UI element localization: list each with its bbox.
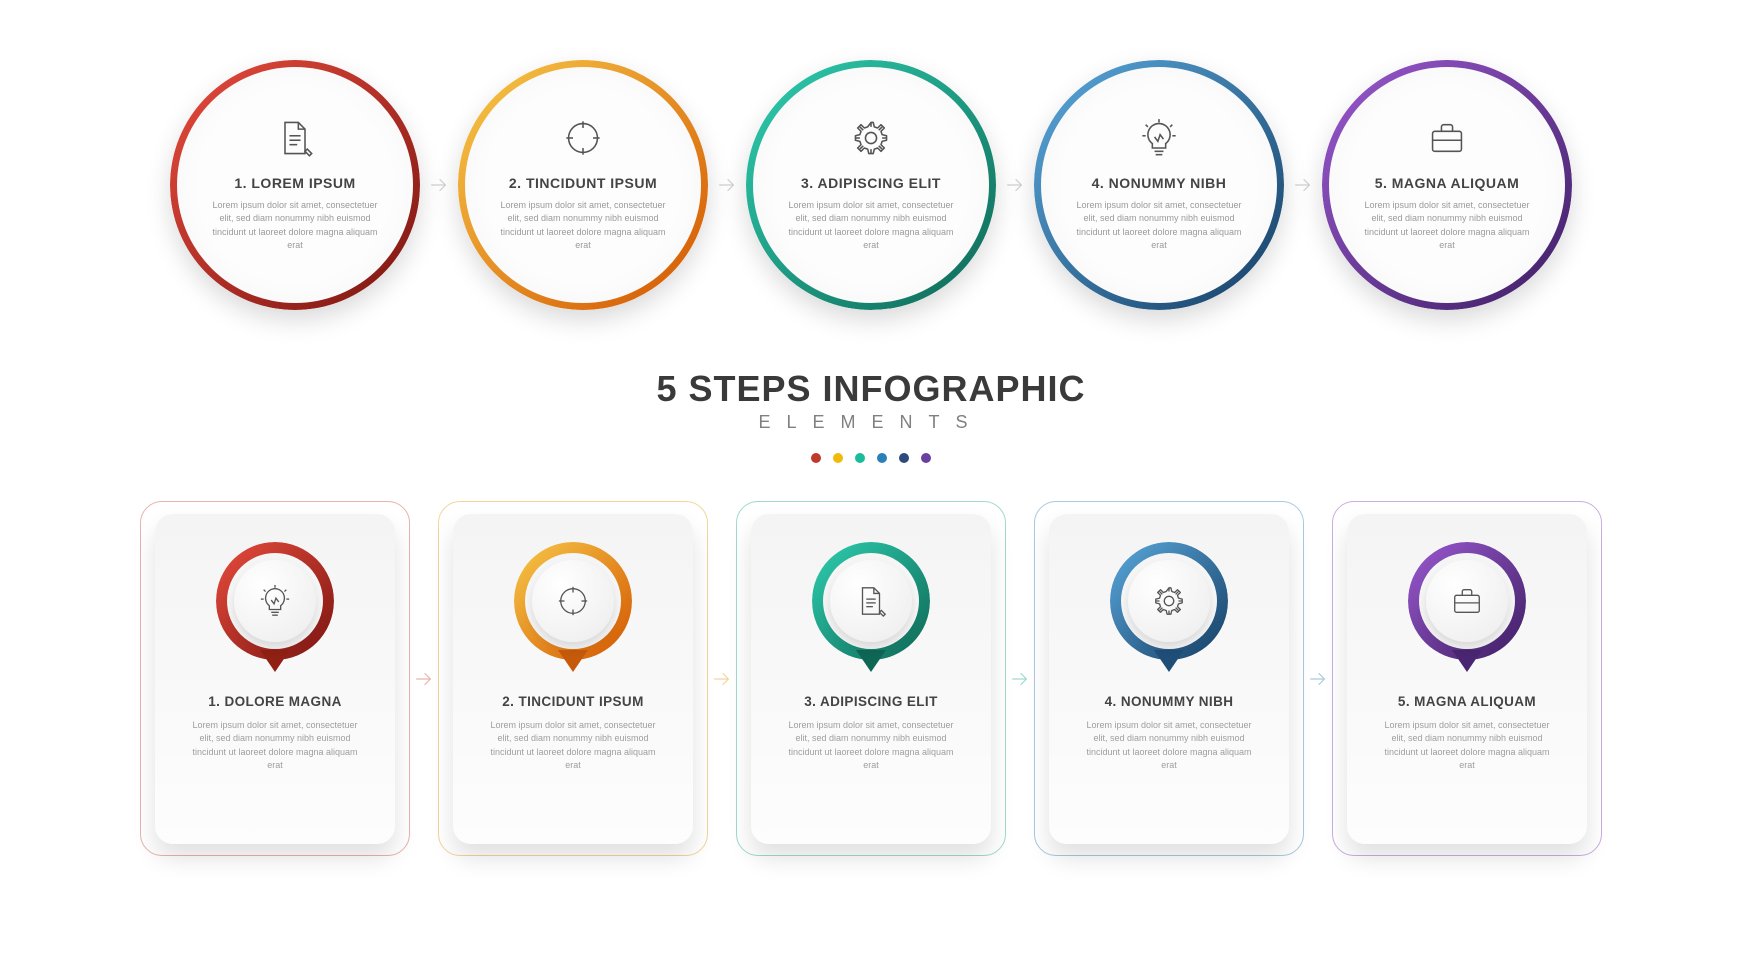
step-desc: Lorem ipsum dolor sit amet, consectetuer… — [1362, 199, 1532, 251]
step-card: 4. NONUMMY NIBH Lorem ipsum dolor sit am… — [1034, 501, 1304, 856]
main-subtitle: ELEMENTS — [656, 412, 1085, 433]
arrow-connector — [1006, 668, 1034, 690]
arrow-right-icon — [428, 174, 450, 196]
step-title: 3. ADIPISCING ELIT — [801, 175, 941, 191]
card-icon-bubble — [1110, 542, 1228, 660]
arrow-right-icon — [413, 668, 435, 690]
step-title: 1. LOREM IPSUM — [234, 175, 355, 191]
target-icon — [556, 584, 590, 618]
arrow-connector — [420, 174, 458, 196]
palette-dot — [899, 453, 909, 463]
card-inner: 5. MAGNA ALIQUAM Lorem ipsum dolor sit a… — [1347, 514, 1587, 844]
card-inner: 2. TINCIDUNT IPSUM Lorem ipsum dolor sit… — [453, 514, 693, 844]
step-desc: Lorem ipsum dolor sit amet, consectetuer… — [498, 199, 668, 251]
card-desc: Lorem ipsum dolor sit amet, consectetuer… — [185, 719, 365, 773]
step-desc: Lorem ipsum dolor sit amet, consectetuer… — [786, 199, 956, 251]
step-title: 4. NONUMMY NIBH — [1092, 175, 1227, 191]
step-circle: 1. LOREM IPSUM Lorem ipsum dolor sit ame… — [170, 60, 420, 310]
palette-dot — [855, 453, 865, 463]
idea-icon — [1139, 118, 1179, 163]
card-desc: Lorem ipsum dolor sit amet, consectetuer… — [1079, 719, 1259, 773]
card-desc: Lorem ipsum dolor sit amet, consectetuer… — [1377, 719, 1557, 773]
document-icon — [275, 118, 315, 158]
step-circle: 4. NONUMMY NIBH Lorem ipsum dolor sit am… — [1034, 60, 1284, 310]
briefcase-icon — [1450, 584, 1484, 618]
color-dots — [811, 453, 931, 463]
arrow-connector — [1284, 174, 1322, 196]
step-card: 5. MAGNA ALIQUAM Lorem ipsum dolor sit a… — [1332, 501, 1602, 856]
card-icon-bubble — [216, 542, 334, 660]
step-circle: 5. MAGNA ALIQUAM Lorem ipsum dolor sit a… — [1322, 60, 1572, 310]
card-inner: 1. DOLORE MAGNA Lorem ipsum dolor sit am… — [155, 514, 395, 844]
card-title: 2. TINCIDUNT IPSUM — [502, 694, 643, 709]
briefcase-icon — [1427, 118, 1467, 158]
palette-dot — [921, 453, 931, 463]
card-desc: Lorem ipsum dolor sit amet, consectetuer… — [781, 719, 961, 773]
main-title-block: 5 STEPS INFOGRAPHIC ELEMENTS — [656, 368, 1085, 433]
card-inner: 4. NONUMMY NIBH Lorem ipsum dolor sit am… — [1049, 514, 1289, 844]
card-title: 4. NONUMMY NIBH — [1105, 694, 1234, 709]
card-icon-bubble — [812, 542, 930, 660]
arrow-right-icon — [711, 668, 733, 690]
palette-dot — [877, 453, 887, 463]
arrow-connector — [1304, 668, 1332, 690]
step-card: 3. ADIPISCING ELIT Lorem ipsum dolor sit… — [736, 501, 1006, 856]
step-card: 2. TINCIDUNT IPSUM Lorem ipsum dolor sit… — [438, 501, 708, 856]
arrow-right-icon — [1004, 174, 1026, 196]
arrow-connector — [410, 668, 438, 690]
gear-icon — [851, 118, 891, 163]
cards-row: 1. DOLORE MAGNA Lorem ipsum dolor sit am… — [140, 501, 1602, 856]
idea-icon — [258, 584, 292, 618]
step-title: 2. TINCIDUNT IPSUM — [509, 175, 657, 191]
card-icon-bubble — [514, 542, 632, 660]
arrow-right-icon — [716, 174, 738, 196]
card-title: 1. DOLORE MAGNA — [208, 694, 342, 709]
card-desc: Lorem ipsum dolor sit amet, consectetuer… — [483, 719, 663, 773]
palette-dot — [811, 453, 821, 463]
step-circle: 3. ADIPISCING ELIT Lorem ipsum dolor sit… — [746, 60, 996, 310]
gear-icon — [1152, 584, 1186, 618]
step-circle: 2. TINCIDUNT IPSUM Lorem ipsum dolor sit… — [458, 60, 708, 310]
arrow-right-icon — [1307, 668, 1329, 690]
arrow-connector — [996, 174, 1034, 196]
step-card: 1. DOLORE MAGNA Lorem ipsum dolor sit am… — [140, 501, 410, 856]
arrow-connector — [708, 174, 746, 196]
document-icon — [854, 584, 888, 618]
main-title: 5 STEPS INFOGRAPHIC — [656, 368, 1085, 410]
step-title: 5. MAGNA ALIQUAM — [1375, 175, 1520, 191]
target-icon — [563, 118, 603, 158]
circles-row: 1. LOREM IPSUM Lorem ipsum dolor sit ame… — [170, 60, 1572, 310]
step-desc: Lorem ipsum dolor sit amet, consectetuer… — [1074, 199, 1244, 251]
palette-dot — [833, 453, 843, 463]
briefcase-icon — [1427, 118, 1467, 163]
card-inner: 3. ADIPISCING ELIT Lorem ipsum dolor sit… — [751, 514, 991, 844]
target-icon — [563, 118, 603, 163]
card-icon-bubble — [1408, 542, 1526, 660]
idea-icon — [1139, 118, 1179, 158]
document-icon — [275, 118, 315, 163]
step-desc: Lorem ipsum dolor sit amet, consectetuer… — [210, 199, 380, 251]
arrow-connector — [708, 668, 736, 690]
gear-icon — [851, 118, 891, 158]
card-title: 3. ADIPISCING ELIT — [804, 694, 937, 709]
arrow-right-icon — [1292, 174, 1314, 196]
arrow-right-icon — [1009, 668, 1031, 690]
card-title: 5. MAGNA ALIQUAM — [1398, 694, 1536, 709]
